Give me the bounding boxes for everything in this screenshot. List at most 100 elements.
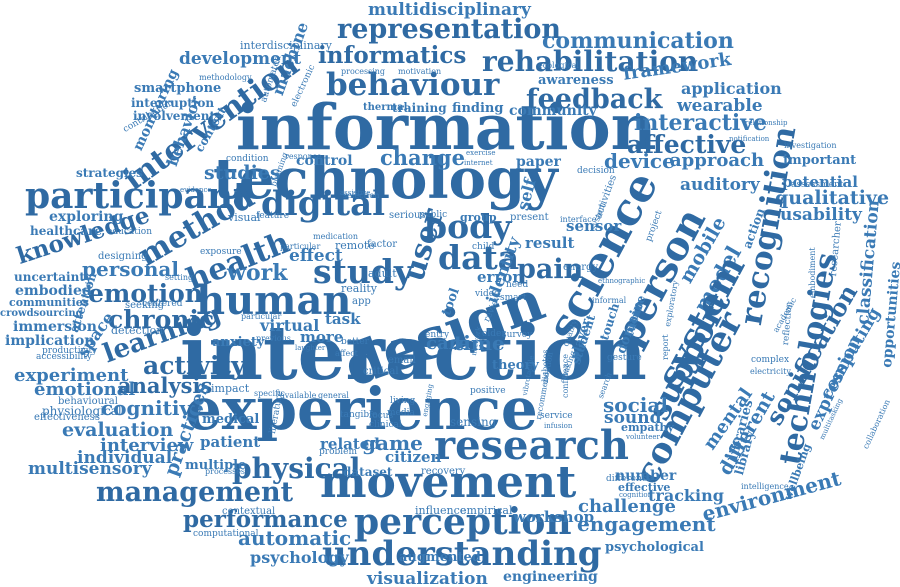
word-group: group [460,211,497,224]
word-cognition: cognition [619,491,653,499]
word-personal: personal [82,257,179,281]
word-processing: processing [341,67,386,76]
word-cognitive: cognitive [101,396,204,420]
word-empathy: empathy [621,421,674,434]
word-information: information [236,90,657,164]
word-feedback: feedback [526,84,663,115]
word-smartphone: smartphone [134,81,222,96]
word-perception: perception [354,501,572,543]
word-related: related [320,435,380,453]
word-workshop: workshop [513,508,595,526]
word-game: game [362,431,423,455]
word-movement: movement [320,457,577,508]
word-multiple: multiple [185,458,247,473]
word-living: living [390,396,416,406]
word-remote: remote [335,239,375,252]
word-management: management [96,477,294,508]
word-clinical: clinical [369,420,402,430]
word-confidence: confidence [561,353,570,398]
word-activity: activity [143,351,246,380]
word-evidence: evidence [180,186,212,194]
word-exercise: exercise [466,149,496,157]
word-better: better [341,337,369,347]
word-finding: finding [452,101,504,116]
word-condition: condition [226,154,269,164]
word-gesture: gesture [607,353,642,363]
word-accessibility: accessibility [36,352,92,362]
word-change: change [380,145,465,170]
word-ecological: ecological [538,61,579,70]
word-service: service [540,411,573,421]
word-entry: entry [425,330,450,340]
word-embodiment: embodiment [808,247,817,298]
word-infusion: infusion [544,422,573,430]
word-chronic: chronic [108,305,215,334]
word-internet: internet [464,159,493,167]
word-work: work [227,260,288,286]
word-tangible: tangible [340,410,378,420]
word-interaction: interaction [180,309,647,397]
word-notification: notification [729,135,770,143]
word-recovery: recovery [421,466,466,477]
word-education: education [107,227,152,237]
word-designing: designing [98,251,148,262]
word-research: research [434,422,629,469]
word-productivity: productivity [42,346,98,356]
word-theory: theory [492,358,539,373]
word-dataset: dataset [343,465,393,479]
word-healthcare: healthcare [30,224,102,238]
word-interdisciplinary: interdisciplinary [240,39,332,52]
word-immersion: immersion [13,319,97,335]
word-psychological: psychological [605,540,704,555]
word-result: result [525,234,575,252]
word-medication: medication [313,232,358,241]
word-particular: particular [241,312,282,321]
word-uncertainty: uncertainty [14,270,92,284]
word-relationship: relationship [745,119,788,127]
word-intelligence: intelligence [741,482,789,491]
word-pain: pain [517,254,584,285]
word-critical: critical [363,366,399,377]
word-serious: serious [389,210,426,221]
word-exposure: exposure [200,247,242,257]
word-individual: individual [77,448,173,468]
word-social: social [603,393,668,417]
word-training: training [392,101,447,115]
word-influence: influence [415,504,467,517]
word-difference: difference [606,474,653,484]
word-psychology: psychology [250,548,349,567]
word-motivation: motivation [398,67,442,76]
word-approach: approach [670,150,765,171]
word-usability: usability [780,205,862,225]
word-citizen: citizen [385,448,442,466]
word-environment: environment [699,466,844,527]
word-email: email [388,355,416,366]
word-potential: potential [782,173,858,191]
word-strategies: strategies [76,166,143,180]
word-adult: adult [368,267,397,280]
word-care: care [426,333,470,354]
word-tracking: tracking [648,486,724,505]
word-sensing: sensing [450,415,497,429]
word-multisensory: multisensory [28,459,152,479]
word-older: older [482,329,506,339]
word-available: available [280,391,317,400]
word-study: study [313,252,414,291]
word-data: data [438,238,520,277]
word-thermal: thermal [363,102,408,113]
word-patient: patient [200,433,261,451]
word-assistive: assistive [340,189,371,197]
word-virtual: virtual [260,316,320,335]
word-previous: previous [256,334,291,343]
word-human: human [196,277,352,324]
word-app: app [352,296,371,307]
word-engineering: engineering [503,569,598,585]
word-crowdsourcing: crowdsourcing [0,308,83,319]
word-studies: studies [204,162,281,184]
word-effect: effect [289,246,343,266]
word-video: video [475,289,500,299]
word-centered: centered [142,299,183,309]
word-assessment: assessment [791,180,844,190]
word-contextual: contextual [222,506,276,517]
word-response: response [285,152,322,161]
